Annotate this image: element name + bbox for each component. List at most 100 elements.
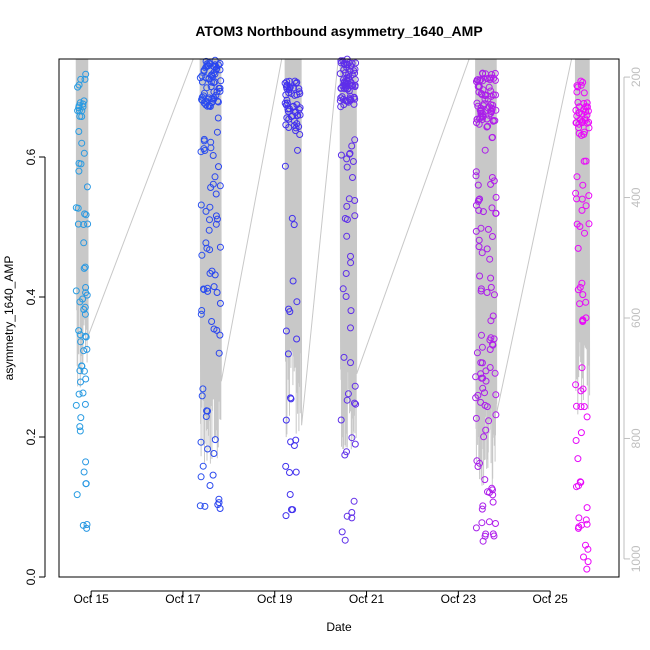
data-point xyxy=(492,391,500,399)
data-point xyxy=(206,482,214,489)
data-point xyxy=(289,102,297,110)
y2-tick-label: 600 xyxy=(629,308,643,328)
data-point xyxy=(212,220,220,228)
data-point xyxy=(349,174,356,181)
data-point xyxy=(202,207,210,215)
data-point xyxy=(337,151,345,159)
data-point xyxy=(340,353,348,361)
data-point xyxy=(492,209,500,217)
y-tick-label: 0.0 xyxy=(24,568,38,585)
data-point xyxy=(80,347,88,355)
data-point xyxy=(482,377,490,385)
data-point xyxy=(286,469,293,476)
data-point xyxy=(343,202,351,210)
data-point xyxy=(213,215,221,223)
data-point xyxy=(348,59,356,67)
data-point xyxy=(583,565,591,573)
data-point xyxy=(216,331,224,339)
data-point xyxy=(204,407,211,415)
data-point xyxy=(581,229,588,237)
data-point xyxy=(478,331,485,339)
data-point xyxy=(579,78,587,86)
data-point xyxy=(84,220,92,228)
data-point xyxy=(487,334,495,342)
data-point xyxy=(81,400,89,408)
data-point xyxy=(577,387,585,395)
data-point xyxy=(199,462,207,470)
data-point xyxy=(477,90,485,97)
data-point xyxy=(472,524,480,532)
data-point xyxy=(293,335,301,343)
data-point xyxy=(206,203,214,211)
data-point xyxy=(203,84,211,92)
y-axis-label: asymmetry_1640_AMP xyxy=(2,256,16,381)
data-point xyxy=(212,190,220,198)
data-point xyxy=(482,530,490,538)
data-point xyxy=(351,212,359,220)
data-point xyxy=(197,473,205,481)
data-point xyxy=(75,390,83,398)
data-point xyxy=(579,181,587,189)
data-point xyxy=(489,101,497,109)
data-point xyxy=(200,286,208,294)
data-point xyxy=(216,87,224,95)
data-point xyxy=(296,104,304,112)
data-point xyxy=(289,506,297,514)
data-point xyxy=(573,82,581,90)
x-tick-label: Oct 23 xyxy=(441,592,477,606)
data-point xyxy=(196,502,204,510)
data-point xyxy=(483,245,491,253)
data-point xyxy=(574,455,582,463)
data-point xyxy=(282,416,290,424)
data-point xyxy=(575,514,583,522)
data-point xyxy=(80,239,88,247)
data-point xyxy=(478,505,486,513)
data-point xyxy=(215,495,223,503)
data-point xyxy=(210,283,218,291)
data-point xyxy=(205,62,213,70)
data-point xyxy=(576,283,584,291)
data-point xyxy=(477,106,485,114)
data-point xyxy=(583,103,591,111)
plot-frame xyxy=(58,58,620,578)
data-point xyxy=(488,108,496,116)
data-point xyxy=(488,71,496,78)
data-point xyxy=(482,367,490,375)
data-point xyxy=(583,504,591,512)
data-point xyxy=(76,367,84,375)
data-point xyxy=(198,78,206,86)
data-point xyxy=(476,272,484,280)
data-point xyxy=(582,157,590,165)
data-point xyxy=(201,147,209,154)
data-point xyxy=(213,128,221,136)
data-point xyxy=(204,284,211,292)
data-point xyxy=(475,236,483,244)
data-point xyxy=(475,206,483,214)
data-point xyxy=(207,144,215,152)
data-point xyxy=(487,180,495,188)
data-point xyxy=(344,60,351,68)
data-point xyxy=(342,293,350,300)
data-point xyxy=(472,172,480,180)
data-point xyxy=(474,391,482,399)
data-point xyxy=(295,123,303,131)
data-point xyxy=(583,111,591,119)
data-point xyxy=(80,468,88,476)
data-point xyxy=(489,312,497,320)
data-point xyxy=(213,65,221,73)
data-point xyxy=(79,295,87,303)
data-point xyxy=(577,77,585,85)
data-point xyxy=(82,70,90,78)
data-point xyxy=(484,225,492,233)
data-point xyxy=(213,289,221,296)
data-point xyxy=(204,445,212,453)
data-point xyxy=(476,459,484,467)
data-point xyxy=(343,163,351,171)
data-point xyxy=(572,437,580,444)
y2-tick-label: 400 xyxy=(629,187,643,207)
data-point xyxy=(472,394,480,402)
data-point xyxy=(83,345,91,353)
data-point xyxy=(492,520,499,527)
data-point xyxy=(214,98,222,106)
data-point xyxy=(485,83,493,91)
